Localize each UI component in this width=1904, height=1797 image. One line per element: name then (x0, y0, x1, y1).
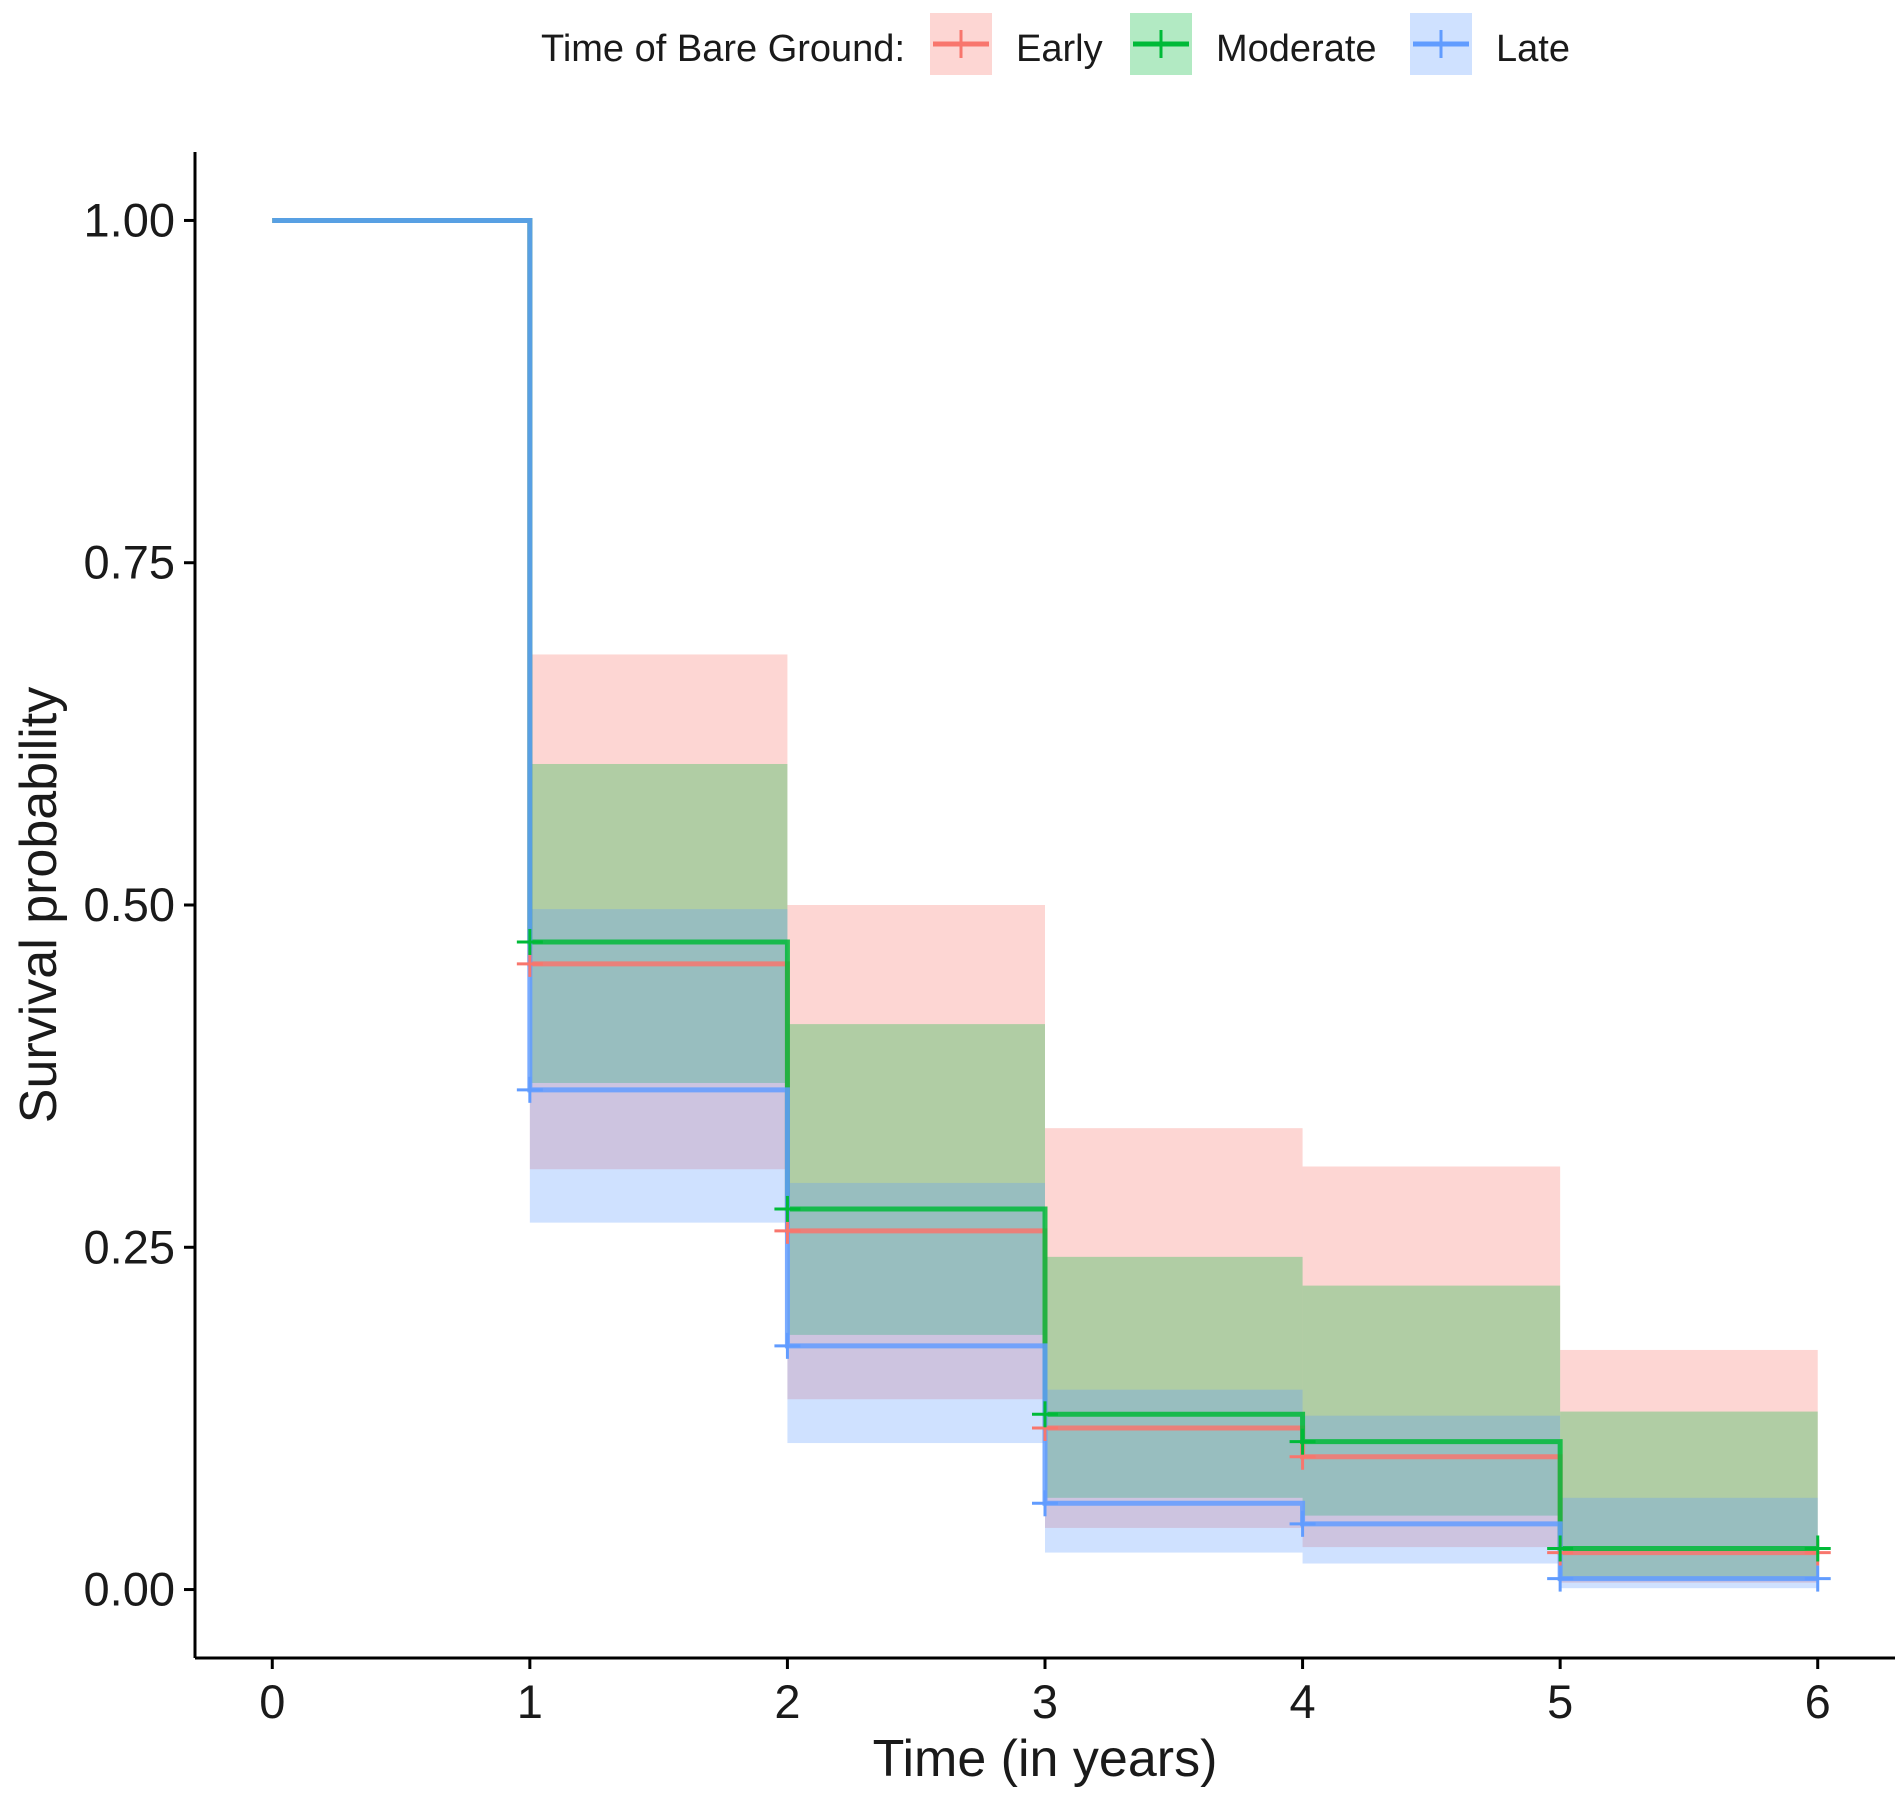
ci-band-late-2 (787, 1182, 1045, 1444)
censor-mark-moderate-2 (774, 1195, 801, 1222)
legend-title: Time of Bare Ground: (541, 28, 905, 70)
ci-band-moderate-2 (787, 1024, 1045, 1335)
ci-band-early-5 (1560, 1349, 1818, 1583)
censor-mark-moderate-5 (1547, 1535, 1574, 1562)
x-tick-label: 2 (774, 1675, 800, 1728)
legend-item-late: Late (1410, 13, 1570, 75)
y-tick-label: 0.50 (84, 878, 175, 931)
x-tick-label: 6 (1805, 1675, 1831, 1728)
censor-mark-moderate-6 (1804, 1535, 1831, 1562)
y-axis-ticks: 0.00 0.25 0.50 0.75 1.00 (84, 193, 195, 1616)
legend-item-early: Early (930, 13, 1103, 75)
censor-mark-early-2 (774, 1217, 801, 1244)
ci-band-early-1 (529, 654, 788, 1170)
y-tick-label: 0.00 (84, 1563, 175, 1616)
x-tick-label: 3 (1032, 1675, 1058, 1728)
y-tick-label: 0.25 (84, 1220, 175, 1273)
ci-band-early-4 (1302, 1166, 1561, 1548)
ci-band-late-4 (1302, 1415, 1561, 1564)
censor-mark-late-1 (516, 1076, 543, 1103)
censor-mark-moderate-4 (1289, 1428, 1316, 1455)
y-tick-label: 0.75 (84, 536, 175, 589)
x-tick-label: 4 (1290, 1675, 1316, 1728)
confidence-bands (529, 654, 1818, 1589)
legend-label-late: Late (1496, 28, 1570, 70)
censor-mark-late-3 (1032, 1490, 1058, 1517)
censor-mark-late-6 (1804, 1565, 1831, 1592)
censor-marks (516, 928, 1831, 1592)
y-tick-label: 1.00 (84, 193, 175, 246)
ci-band-late-1 (529, 909, 788, 1223)
censor-mark-moderate-3 (1032, 1401, 1058, 1428)
x-axis-ticks: 0 1 2 3 4 5 6 (259, 1658, 1831, 1728)
censor-mark-early-1 (516, 950, 543, 977)
legend: Time of Bare Ground: Early Moderate Late (541, 13, 1570, 75)
ci-band-early-3 (1045, 1128, 1303, 1528)
censor-mark-late-5 (1547, 1565, 1574, 1592)
legend-label-early: Early (1016, 28, 1103, 70)
ci-band-moderate-4 (1302, 1285, 1561, 1516)
ci-band-moderate-3 (1045, 1256, 1303, 1498)
x-tick-label: 1 (517, 1675, 543, 1728)
x-tick-label: 0 (259, 1675, 285, 1728)
censor-mark-moderate-1 (516, 928, 543, 955)
ci-band-late-3 (1045, 1389, 1303, 1553)
legend-label-moderate: Moderate (1216, 28, 1377, 70)
x-tick-label: 5 (1547, 1675, 1573, 1728)
ci-band-late-5 (1560, 1497, 1818, 1589)
ci-band-early-2 (787, 905, 1045, 1400)
legend-item-moderate: Moderate (1130, 13, 1377, 75)
censor-mark-late-4 (1289, 1510, 1316, 1537)
y-axis-title: Survival probability (10, 687, 68, 1123)
ci-band-moderate-1 (529, 763, 788, 1083)
x-axis-title: Time (in years) (873, 1730, 1218, 1788)
censor-mark-late-2 (774, 1332, 801, 1359)
